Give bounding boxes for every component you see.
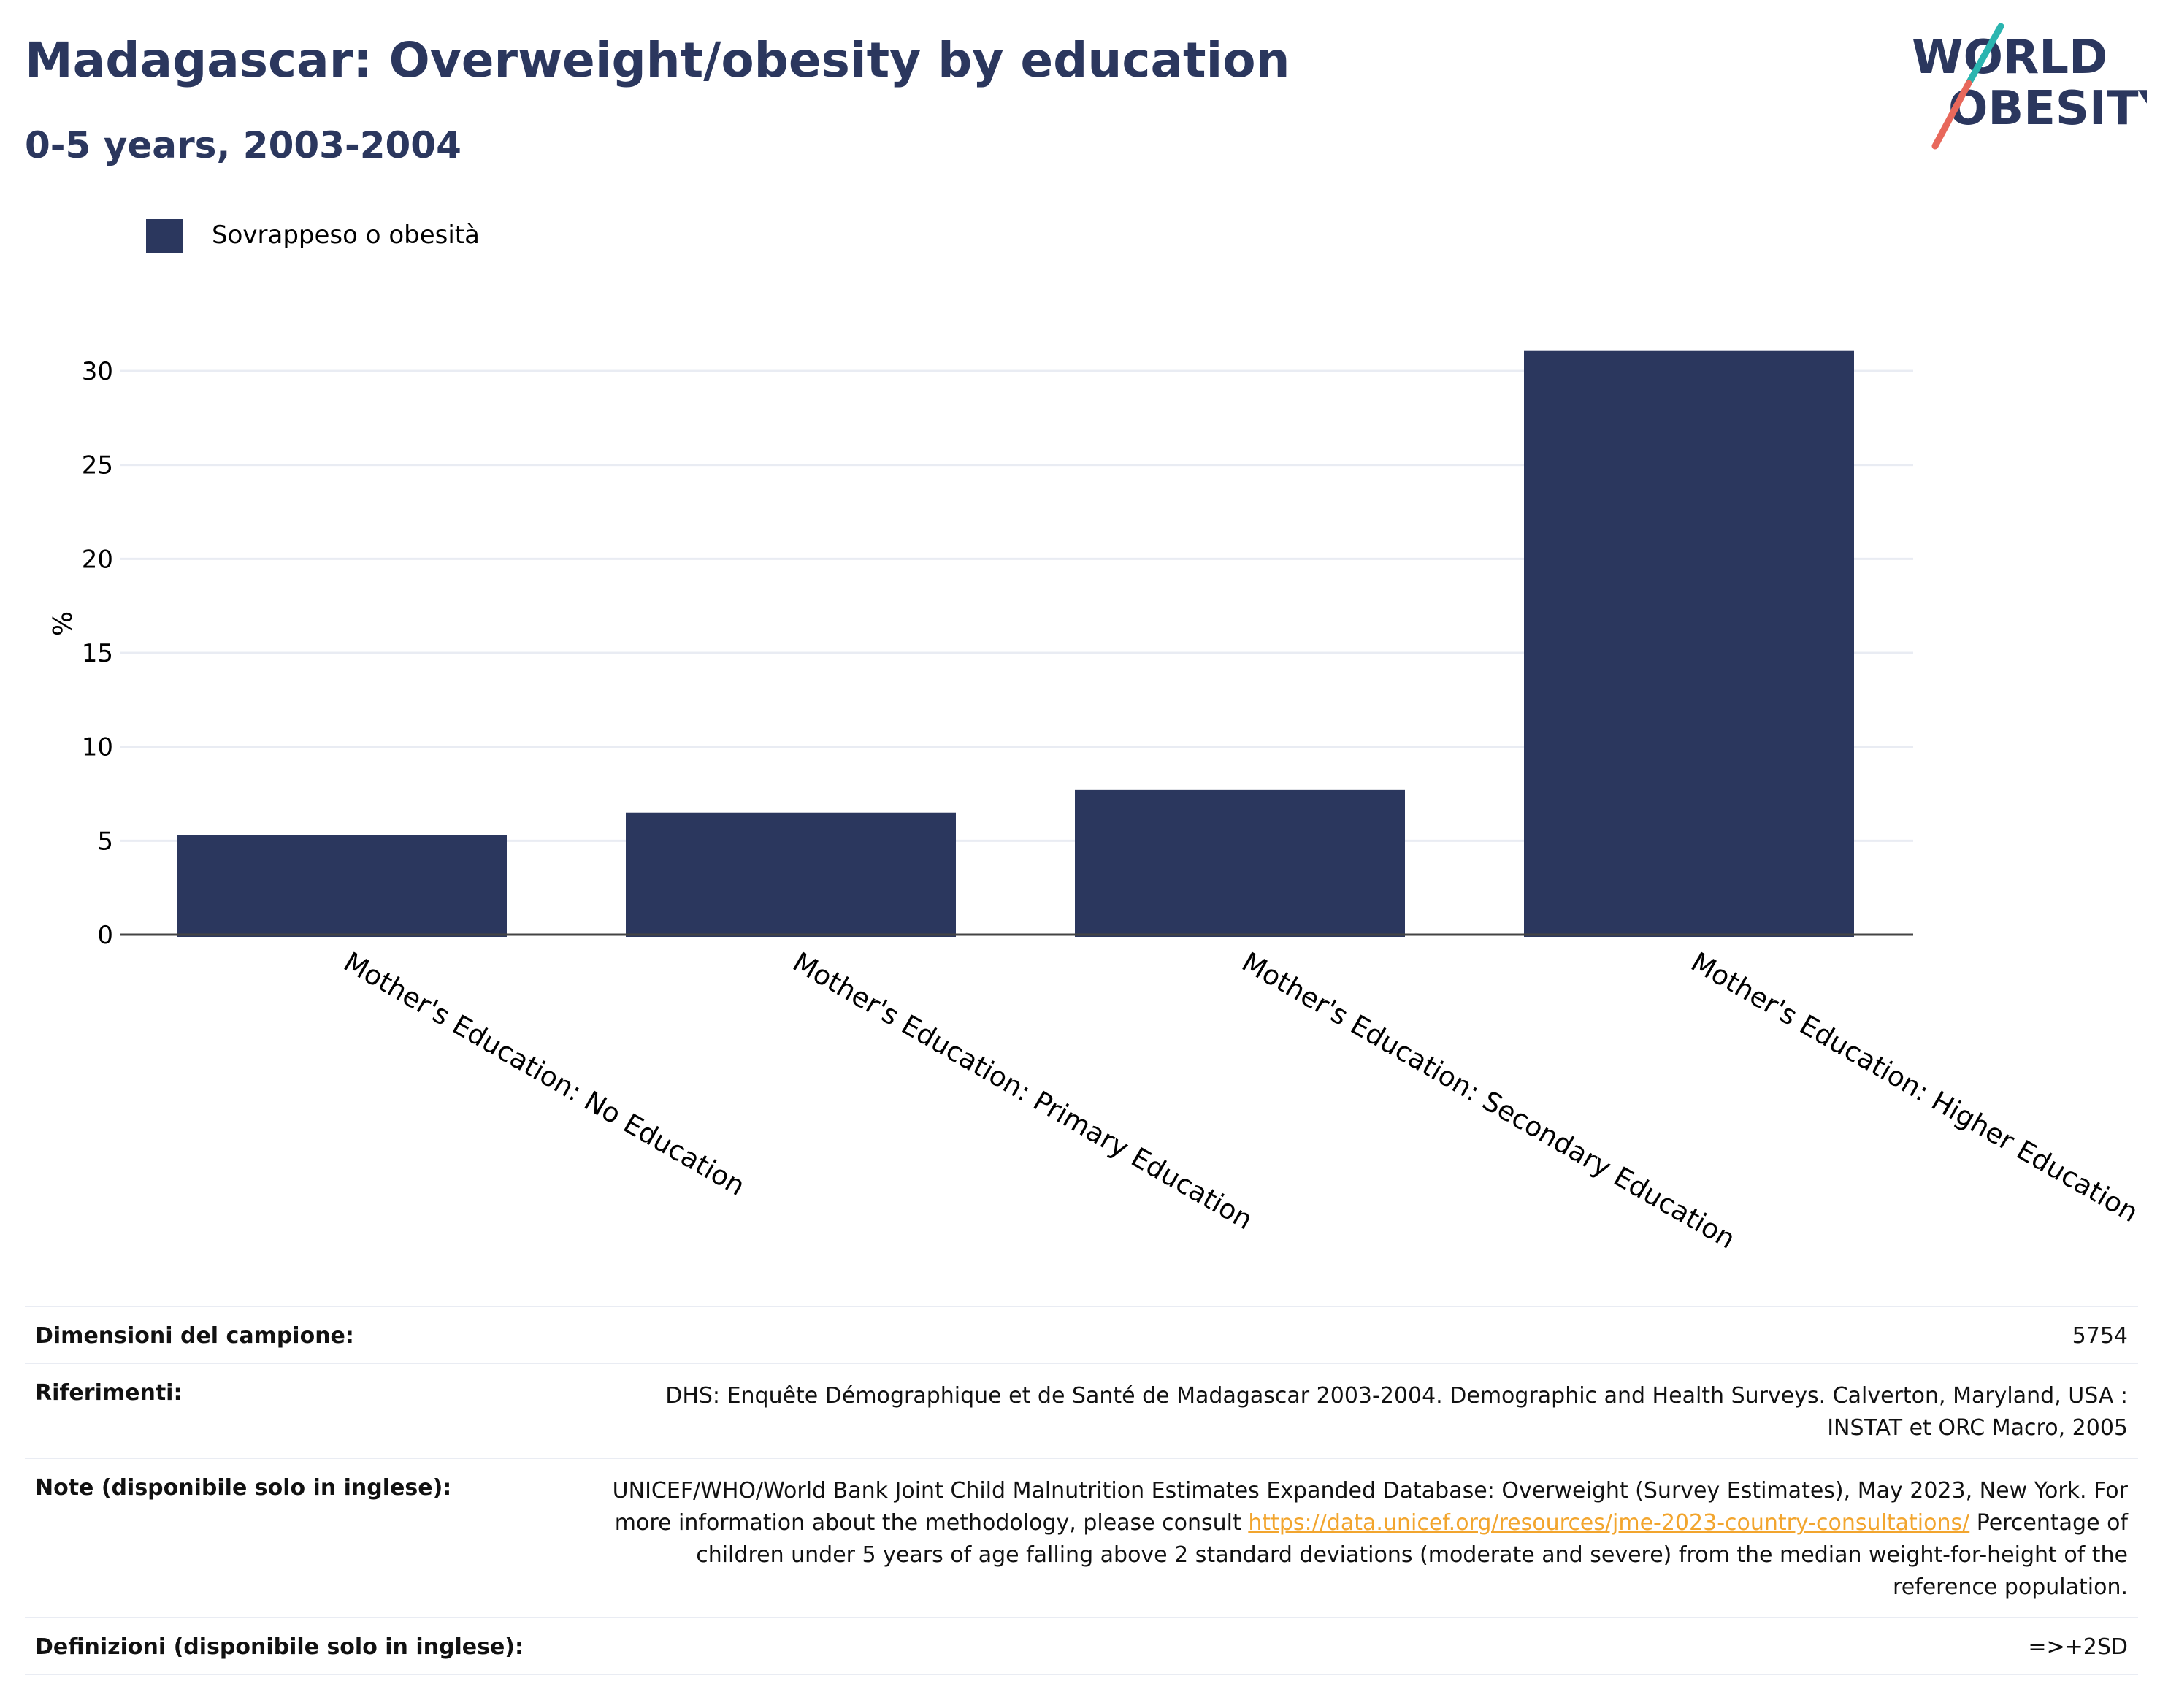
meta-row-definitions: Definizioni (disponibile solo in inglese… (25, 1617, 2138, 1675)
y-tick-label: 30 (82, 357, 113, 386)
bar (177, 835, 507, 937)
bar (1524, 350, 1854, 937)
meta-value: UNICEF/WHO/World Bank Joint Child Malnut… (609, 1475, 2128, 1604)
legend-label: Sovrappeso o obesità (212, 221, 480, 250)
world-obesity-logo: WORLD OBESITY (1912, 23, 2147, 150)
bar-chart: 0 5 10 15 20 25 30% Mother's Education: No Educ… (46, 350, 2144, 1255)
meta-label: Note (disponibile solo in inglese): (35, 1475, 452, 1501)
meta-label: Dimensioni del campione: (35, 1323, 354, 1349)
meta-row-notes: Note (disponibile solo in inglese): UNIC… (25, 1458, 2138, 1617)
page-subtitle: 0-5 years, 2003-2004 (25, 124, 462, 166)
meta-value: =>+2SD (2028, 1634, 2128, 1660)
x-tick-label: Mother's Education: No Education (339, 946, 751, 1202)
logo-slash-red-icon (1931, 80, 1972, 150)
notes-text-continued: Percentage of children under 5 years of … (696, 1510, 2128, 1600)
methodology-link[interactable]: https://data.unicef.org/resources/jme-20… (1248, 1510, 1970, 1536)
y-tick-label: 20 (82, 545, 113, 574)
logo-text-world: WORLD (1912, 31, 2107, 85)
logo-slash-teal-icon (1965, 23, 2004, 87)
x-tick-label: Mother's Education: Higher Education (1686, 946, 2144, 1229)
meta-value: 5754 (2072, 1323, 2128, 1349)
y-tick-label: 25 (82, 451, 113, 480)
y-tick-label: 15 (82, 639, 113, 668)
meta-label: Riferimenti: (35, 1380, 183, 1406)
y-tick-label: 10 (82, 733, 113, 762)
bar (1075, 789, 1405, 937)
x-tick-label: Mother's Education: Secondary Education (1237, 946, 1741, 1255)
logo-text-obesity: OBESITY (1948, 82, 2147, 136)
bar (626, 812, 956, 937)
y-axis-label: % (46, 611, 76, 636)
y-tick-label: 5 (97, 827, 113, 856)
meta-value: DHS: Enquête Démographique et de Santé d… (665, 1383, 2128, 1441)
page-title: Madagascar: Overweight/obesity by educat… (25, 32, 1290, 88)
notes-text: UNICEF/WHO/World Bank Joint Child Malnut… (612, 1478, 2128, 1536)
legend-swatch (146, 219, 183, 253)
meta-label: Definizioni (disponibile solo in inglese… (35, 1634, 524, 1660)
x-tick-label: Mother's Education: Primary Education (788, 946, 1258, 1236)
y-tick-label: 0 (97, 921, 113, 950)
meta-row-references: Riferimenti: DHS: Enquête Démographique … (25, 1363, 2138, 1458)
meta-row-sample-size: Dimensioni del campione: 5754 (25, 1306, 2138, 1363)
metadata-table: Dimensioni del campione: 5754 Riferiment… (25, 1306, 2138, 1675)
